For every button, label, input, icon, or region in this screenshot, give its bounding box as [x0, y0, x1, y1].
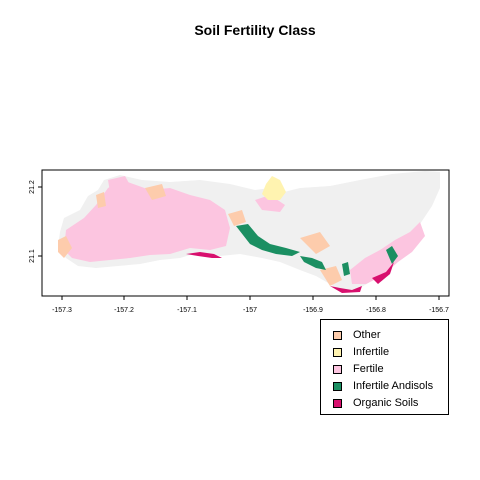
legend-item-organic-soils: Organic Soils	[333, 396, 418, 410]
plot-frame	[41, 169, 450, 297]
y-tick-label: 21.2	[29, 180, 36, 194]
fertile-region-west	[64, 180, 230, 262]
x-axis	[61, 296, 440, 300]
legend-item-other: Other	[333, 328, 381, 342]
x-tick-label: -156.8	[366, 307, 386, 314]
other-region-coast	[320, 266, 342, 286]
legend-swatch	[333, 330, 342, 340]
x-tick-label: -157.1	[177, 307, 197, 314]
map-title: Soil Fertility Class	[194, 22, 316, 38]
x-tick-label: -157.3	[52, 307, 72, 314]
legend-label: Infertile	[353, 346, 390, 358]
legend-item-fertile: Fertile	[333, 362, 384, 376]
legend-label: Fertile	[353, 363, 384, 375]
y-tick-label: 21.1	[29, 249, 36, 263]
andisols-region-main	[236, 224, 300, 256]
legend-label: Infertile Andisols	[353, 380, 434, 392]
andisols-region-east	[300, 256, 326, 270]
y-axis	[38, 186, 42, 257]
other-region-central	[228, 210, 246, 226]
legend: Other Infertile Fertile Infertile Andiso…	[320, 319, 449, 415]
other-region-west	[58, 236, 72, 258]
other-region-north	[96, 192, 106, 208]
legend-swatch	[333, 381, 342, 391]
legend-label: Other	[353, 329, 381, 341]
organic-soils-region-se	[330, 286, 362, 293]
legend-swatch	[333, 364, 342, 374]
other-region-east	[300, 232, 330, 254]
x-tick-label: -157	[243, 307, 257, 314]
legend-label: Organic Soils	[353, 397, 419, 409]
x-tick-label: -156.7	[429, 307, 449, 314]
other-region-mid	[145, 184, 166, 200]
x-tick-label: -157.2	[114, 307, 134, 314]
fertile-region-central	[255, 195, 285, 212]
andisols-region-small	[342, 262, 350, 276]
legend-item-infertile: Infertile	[333, 345, 389, 359]
legend-item-infertile-andisols: Infertile Andisols	[333, 379, 433, 393]
organic-soils-region-ne	[372, 262, 394, 284]
andisols-region-far-east	[386, 246, 398, 264]
x-tick-label: -156.9	[303, 307, 323, 314]
legend-swatch	[333, 398, 342, 408]
fertile-region-north	[108, 176, 130, 195]
infertile-region	[262, 176, 286, 200]
organic-soils-region-south	[186, 252, 222, 258]
legend-swatch	[333, 347, 342, 357]
